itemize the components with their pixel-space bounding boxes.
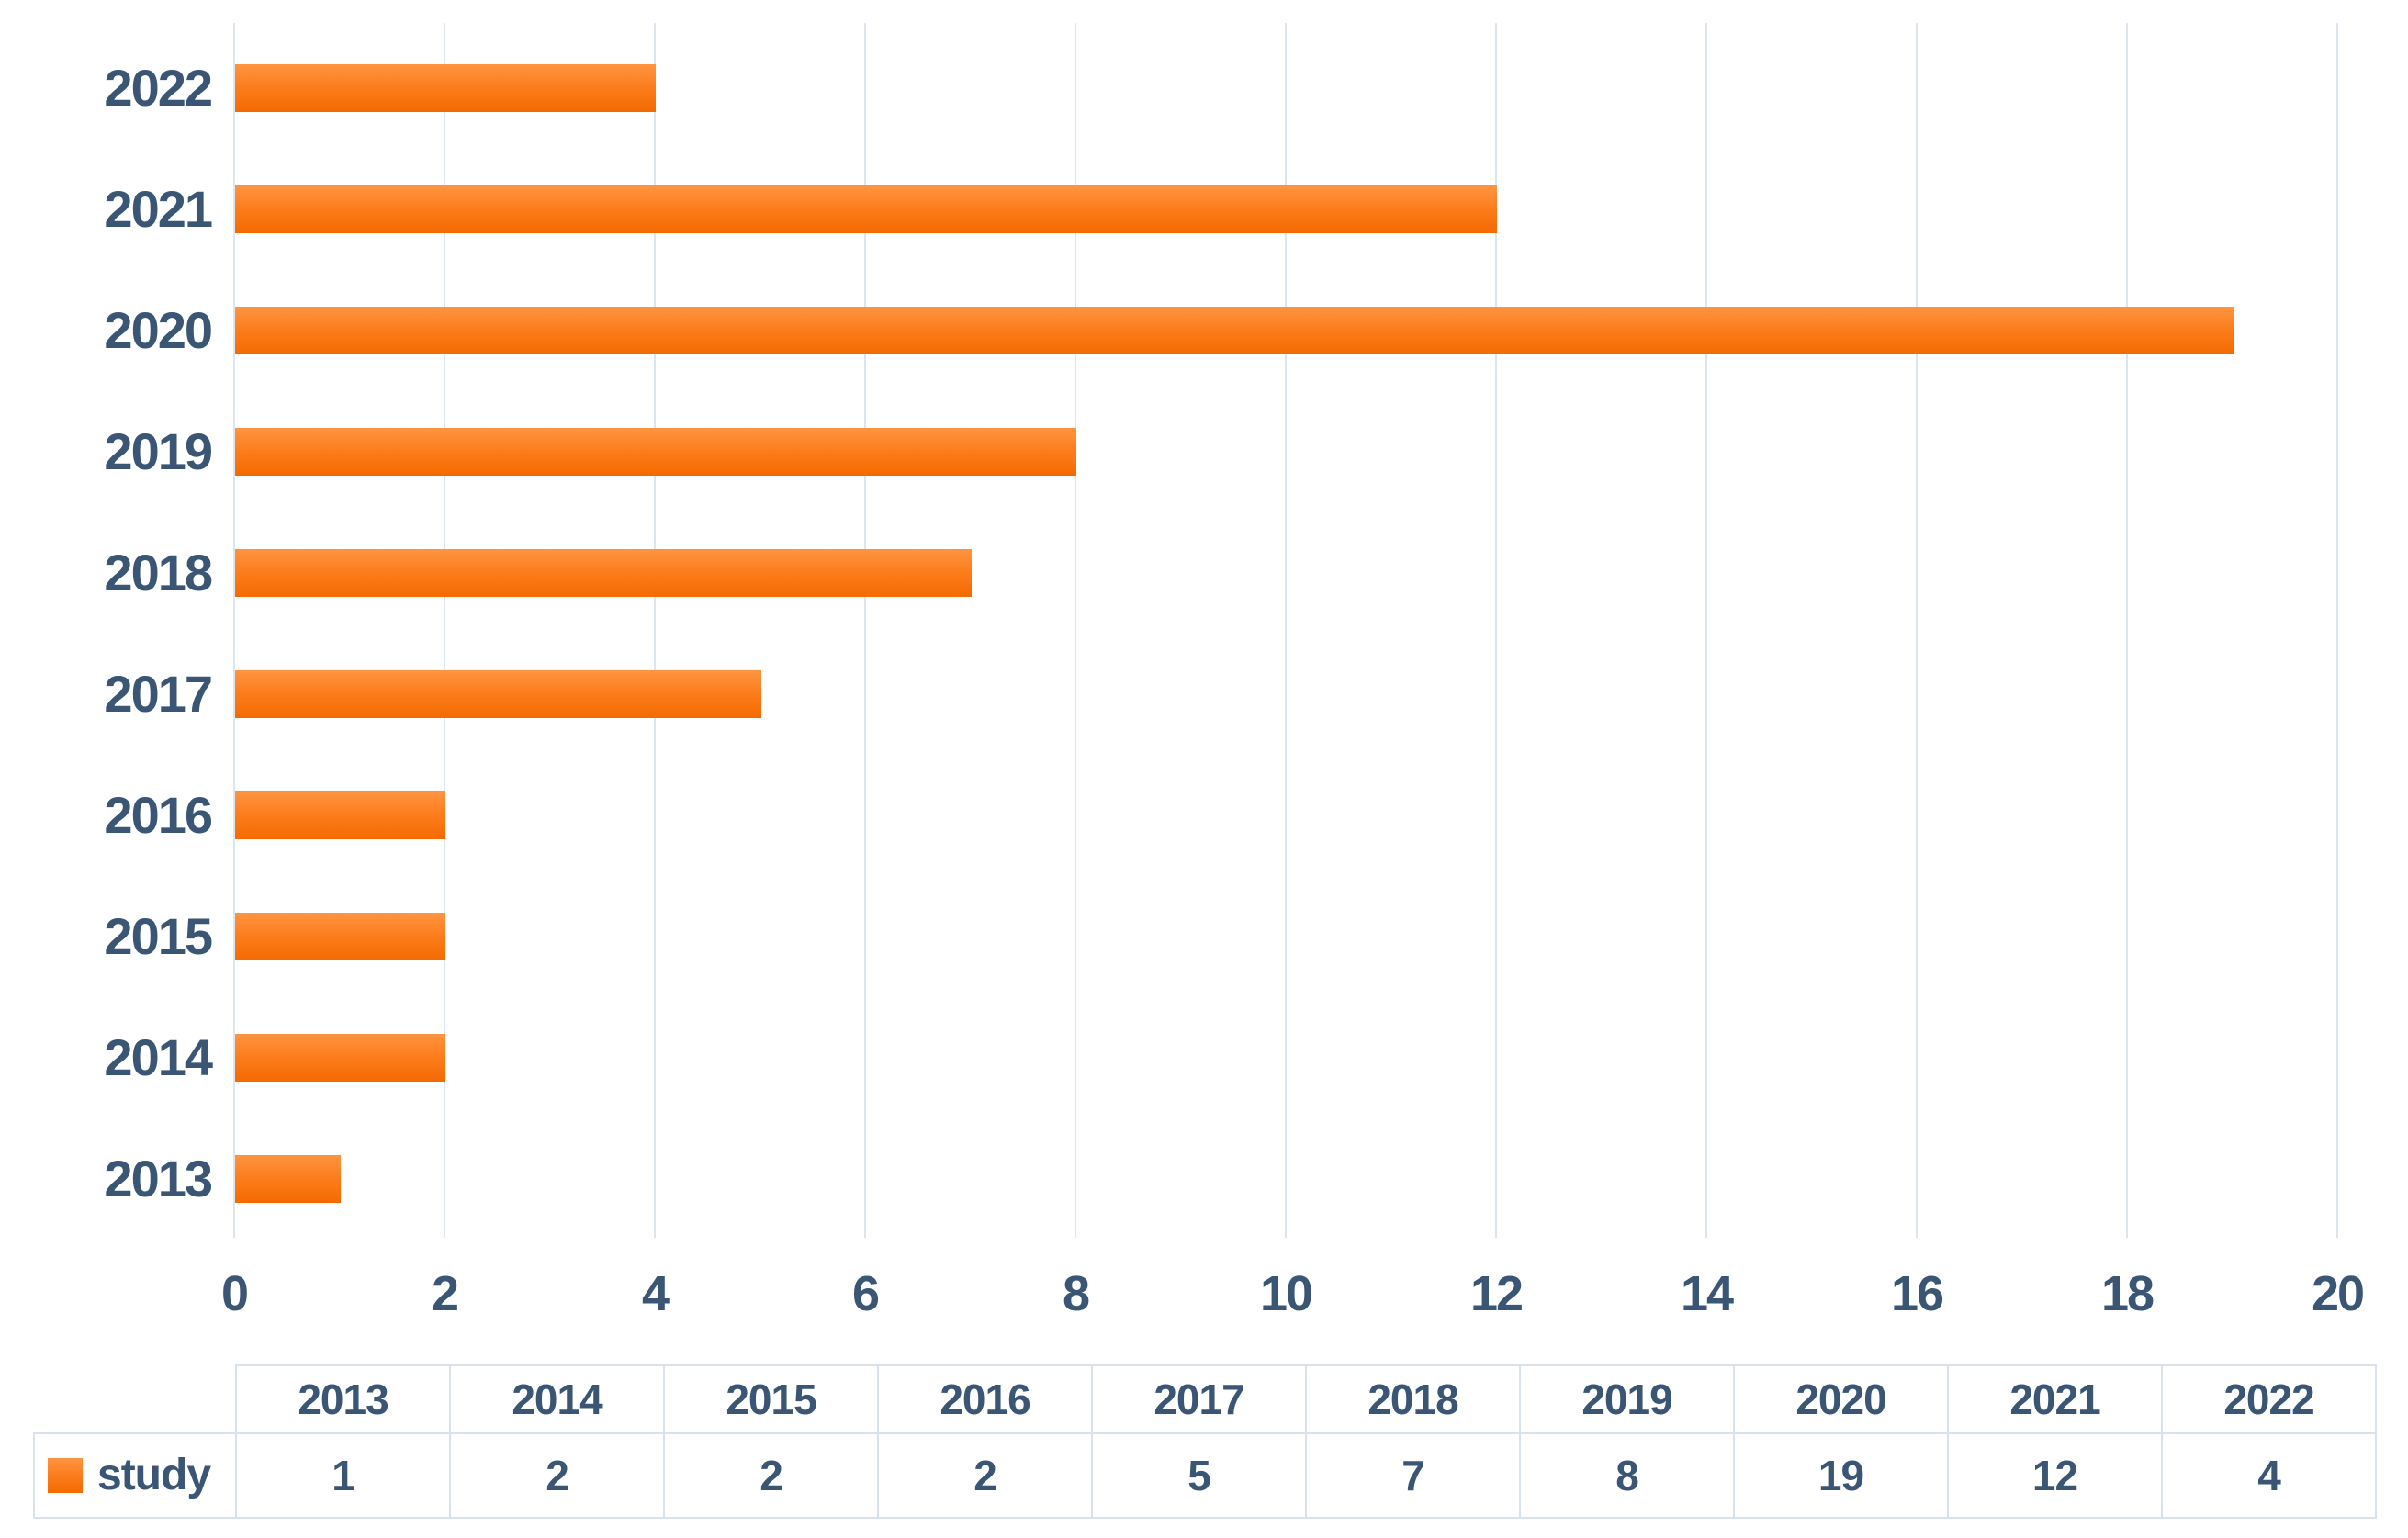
bar-area: [235, 307, 2338, 354]
bar-2015: [235, 913, 445, 960]
x-axis-ticks: 0 2 4 6 8 10 12 14 16 18 20: [0, 1269, 2408, 1324]
bar-rows: 2022 2021 2020 2019 2018 2017 2016 2015: [0, 28, 2408, 1240]
table-year-header: 2016: [877, 1364, 1093, 1434]
y-axis-label: 2015: [104, 907, 213, 965]
gridline: [654, 23, 656, 1238]
bar-2016: [235, 791, 445, 839]
bar-row: 2017: [0, 634, 2408, 755]
bar-area: [235, 670, 2338, 718]
table-year-header: 2019: [1519, 1364, 1735, 1434]
data-table: 2013 2014 2015 2016 2017 2018 2019 2020 …: [33, 1364, 2377, 1519]
table-value-cell: 2: [449, 1432, 665, 1519]
table-data-row: study 1 2 2 2 5 7 8 19 12 4: [33, 1432, 2377, 1519]
bar-row: 2015: [0, 876, 2408, 997]
gridline: [1916, 23, 1918, 1238]
y-axis-label: 2021: [104, 180, 213, 238]
table-value-cell: 8: [1519, 1432, 1735, 1519]
table-year-header: 2018: [1305, 1364, 1521, 1434]
bar-row: 2014: [0, 997, 2408, 1118]
y-axis-label: 2019: [104, 422, 213, 480]
bar-area: [235, 791, 2338, 839]
table-value-cell: 19: [1733, 1432, 1949, 1519]
x-axis-tick-label: 8: [1062, 1266, 1090, 1321]
x-axis-tick-label: 20: [2311, 1266, 2365, 1321]
bar-2018: [235, 549, 972, 597]
bar-row: 2020: [0, 270, 2408, 391]
x-axis-tick-label: 14: [1680, 1266, 1734, 1321]
bar-row: 2022: [0, 28, 2408, 149]
gridline: [444, 23, 445, 1238]
table-year-header: 2022: [2161, 1364, 2377, 1434]
table-value-cell: 2: [877, 1432, 1093, 1519]
gridline: [1705, 23, 1707, 1238]
bar-2014: [235, 1034, 445, 1082]
bar-2021: [235, 185, 1497, 233]
table-value-cell: 12: [1947, 1432, 2163, 1519]
gridline: [864, 23, 866, 1238]
bar-row: 2021: [0, 149, 2408, 270]
gridline: [2336, 23, 2338, 1238]
table-header-row: 2013 2014 2015 2016 2017 2018 2019 2020 …: [34, 1364, 2377, 1434]
gridline: [1075, 23, 1076, 1238]
table-value-cell: 5: [1091, 1432, 1307, 1519]
table-year-header: 2014: [449, 1364, 665, 1434]
bar-row: 2018: [0, 512, 2408, 634]
table-year-header: 2017: [1091, 1364, 1307, 1434]
series-name: study: [97, 1451, 211, 1499]
bar-area: [235, 1034, 2338, 1082]
bar-2020: [235, 307, 2234, 354]
y-axis-label: 2013: [104, 1150, 213, 1207]
x-axis-tick-label: 2: [431, 1266, 459, 1321]
y-axis-label: 2022: [104, 59, 213, 117]
table-legend-cell: study: [33, 1432, 237, 1519]
table-value-cell: 4: [2161, 1432, 2377, 1519]
gridline: [2126, 23, 2128, 1238]
x-axis-tick-label: 16: [1890, 1266, 1944, 1321]
bar-area: [235, 428, 2338, 476]
bar-row: 2016: [0, 755, 2408, 876]
table-value-cell: 7: [1305, 1432, 1521, 1519]
x-axis-tick-label: 4: [641, 1266, 670, 1321]
study-series-swatch-icon: [48, 1458, 83, 1493]
x-axis-tick-label: 6: [851, 1266, 880, 1321]
table-year-header: 2013: [235, 1364, 451, 1434]
x-axis-tick-label: 0: [220, 1266, 249, 1321]
x-axis-tick-label: 18: [2100, 1266, 2155, 1321]
y-axis-label: 2016: [104, 786, 213, 844]
table-value-cell: 1: [235, 1432, 451, 1519]
bar-2019: [235, 428, 1076, 476]
bar-area: [235, 913, 2338, 960]
bar-area: [235, 1155, 2338, 1203]
gridline: [1495, 23, 1497, 1238]
bar-row: 2013: [0, 1118, 2408, 1240]
gridlines: [0, 23, 2408, 1238]
bar-area: [235, 549, 2338, 597]
gridline: [1285, 23, 1287, 1238]
bar-area: [235, 64, 2338, 112]
y-axis-label: 2017: [104, 665, 213, 723]
bar-chart-plot-area: 2022 2021 2020 2019 2018 2017 2016 2015: [0, 23, 2408, 1240]
bar-2017: [235, 670, 761, 718]
table-corner-cell: [34, 1365, 236, 1433]
table-year-header: 2015: [663, 1364, 879, 1434]
gridline: [233, 23, 235, 1238]
bar-area: [235, 185, 2338, 233]
table-year-header: 2021: [1947, 1364, 2163, 1434]
bar-2013: [235, 1155, 341, 1203]
bar-2022: [235, 64, 656, 112]
y-axis-label: 2014: [104, 1028, 213, 1086]
x-axis-tick-label: 12: [1469, 1266, 1524, 1321]
bar-row: 2019: [0, 391, 2408, 512]
x-axis-tick-label: 10: [1259, 1266, 1313, 1321]
table-value-cell: 2: [663, 1432, 879, 1519]
y-axis-label: 2018: [104, 544, 213, 601]
y-axis-label: 2020: [104, 301, 213, 359]
table-year-header: 2020: [1733, 1364, 1949, 1434]
